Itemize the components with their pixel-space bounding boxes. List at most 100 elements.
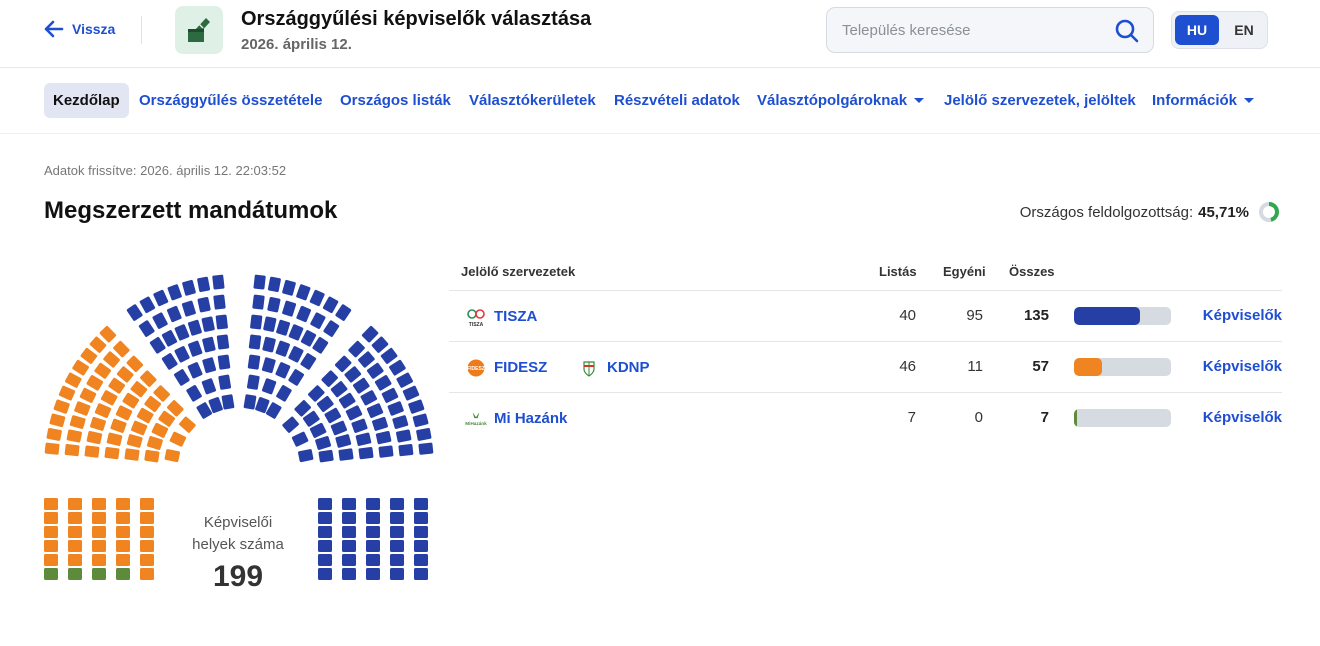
representatives-link[interactable]: Képviselők	[1202, 409, 1282, 426]
table-row: FIDESZ FIDESZ KDNP 46 11 57 Képviselők	[449, 341, 1282, 392]
lang-hu-button[interactable]: HU	[1175, 15, 1219, 45]
seat	[167, 400, 184, 417]
seat	[89, 336, 107, 353]
seat	[344, 366, 362, 383]
seat	[179, 416, 196, 433]
seat	[68, 554, 82, 566]
seat	[288, 369, 305, 386]
party-name: TISZA	[494, 308, 538, 325]
caret-down-icon	[914, 98, 925, 103]
party-link-mi-hazank[interactable]: MiHazánk Mi Hazánk	[465, 393, 567, 444]
seat-share-bar	[1074, 358, 1171, 376]
top-bar: Vissza Országgyűlési képviselők választá…	[0, 0, 1320, 68]
seat	[187, 362, 203, 379]
seat	[358, 351, 375, 368]
seat	[416, 427, 432, 441]
seat	[298, 449, 314, 463]
seat	[330, 420, 348, 436]
seat	[140, 370, 157, 387]
seat	[366, 362, 384, 379]
seat	[355, 432, 372, 446]
seat	[342, 554, 356, 566]
search-icon[interactable]	[1114, 18, 1140, 44]
seat	[296, 305, 312, 323]
seat	[140, 498, 154, 510]
col-header-list: Listás	[879, 264, 917, 279]
seat	[166, 305, 182, 323]
party-link-fidesz[interactable]: FIDESZ FIDESZ	[465, 342, 547, 393]
back-link[interactable]: Vissza	[44, 19, 115, 39]
seat	[108, 377, 125, 394]
seat-count-label-2: helyek száma	[192, 536, 284, 553]
lang-en-button[interactable]: EN	[1234, 22, 1254, 38]
party-link-tisza[interactable]: TISZA TISZA	[465, 291, 537, 342]
seat	[139, 296, 156, 314]
party-link-kdnp[interactable]: KDNP	[578, 342, 650, 393]
seat	[366, 568, 380, 580]
seat	[44, 540, 58, 552]
seat	[152, 312, 168, 329]
col-header-party: Jelölő szervezetek	[461, 264, 576, 279]
seat	[188, 340, 203, 357]
seat	[414, 512, 428, 524]
seat	[187, 319, 202, 336]
seat	[275, 362, 291, 379]
seat	[390, 540, 404, 552]
seat	[267, 296, 281, 313]
seat	[318, 449, 334, 463]
seat	[390, 498, 404, 510]
seat	[92, 540, 106, 552]
nav-item-organizations[interactable]: Jelölő szervezetek, jelöltek	[944, 83, 1136, 118]
nav-item-turnout[interactable]: Részvételi adatok	[614, 83, 740, 118]
seat	[381, 387, 399, 403]
seat	[113, 340, 130, 358]
col-header-total: Összes	[1009, 264, 1055, 279]
seat	[44, 568, 58, 580]
seat	[44, 526, 58, 538]
seat	[218, 374, 232, 390]
seat	[255, 397, 270, 414]
svg-text:TISZA: TISZA	[469, 322, 484, 328]
seat	[181, 300, 196, 317]
party-name: FIDESZ	[494, 359, 548, 376]
seat	[315, 436, 332, 450]
nav-item-information[interactable]: Információk	[1152, 83, 1255, 118]
seat	[418, 442, 434, 455]
seat	[140, 554, 154, 566]
seat	[153, 385, 170, 402]
seat	[392, 415, 409, 429]
seat	[366, 526, 380, 538]
processing-progress: Országos feldolgozottság: 45,71%	[1020, 201, 1280, 223]
seat	[358, 446, 374, 460]
kdnp-logo	[578, 357, 600, 379]
single-seats: 11	[967, 358, 983, 375]
seat	[380, 347, 398, 364]
seat	[378, 445, 394, 458]
seat	[309, 289, 325, 307]
seat	[122, 392, 140, 409]
seat	[288, 324, 304, 341]
nav-item-constituencies[interactable]: Választókerületek	[469, 83, 596, 118]
seat	[116, 512, 130, 524]
seat	[173, 369, 190, 386]
seat	[294, 400, 311, 417]
seat	[265, 402, 282, 419]
seat	[49, 413, 66, 428]
nav-item-home[interactable]: Kezdőlap	[44, 83, 129, 118]
seat	[372, 416, 388, 431]
search-input[interactable]	[827, 8, 1107, 52]
nav-item-composition[interactable]: Országgyűlés összetétele	[139, 83, 322, 118]
progress-value: 45,71%	[1198, 203, 1249, 221]
seat	[124, 448, 140, 461]
seat	[398, 444, 414, 457]
svg-text:MiHazánk: MiHazánk	[465, 420, 487, 425]
seat	[374, 375, 392, 391]
nav-item-voters[interactable]: Választópolgároknak	[757, 83, 925, 118]
back-label: Vissza	[72, 21, 116, 37]
representatives-link[interactable]: Képviselők	[1202, 307, 1282, 324]
nav-item-national-lists[interactable]: Országos listák	[340, 83, 451, 118]
representatives-link[interactable]: Képviselők	[1202, 358, 1282, 375]
nav-label: Részvételi adatok	[614, 92, 740, 109]
seat	[115, 405, 133, 421]
seat	[312, 337, 329, 354]
